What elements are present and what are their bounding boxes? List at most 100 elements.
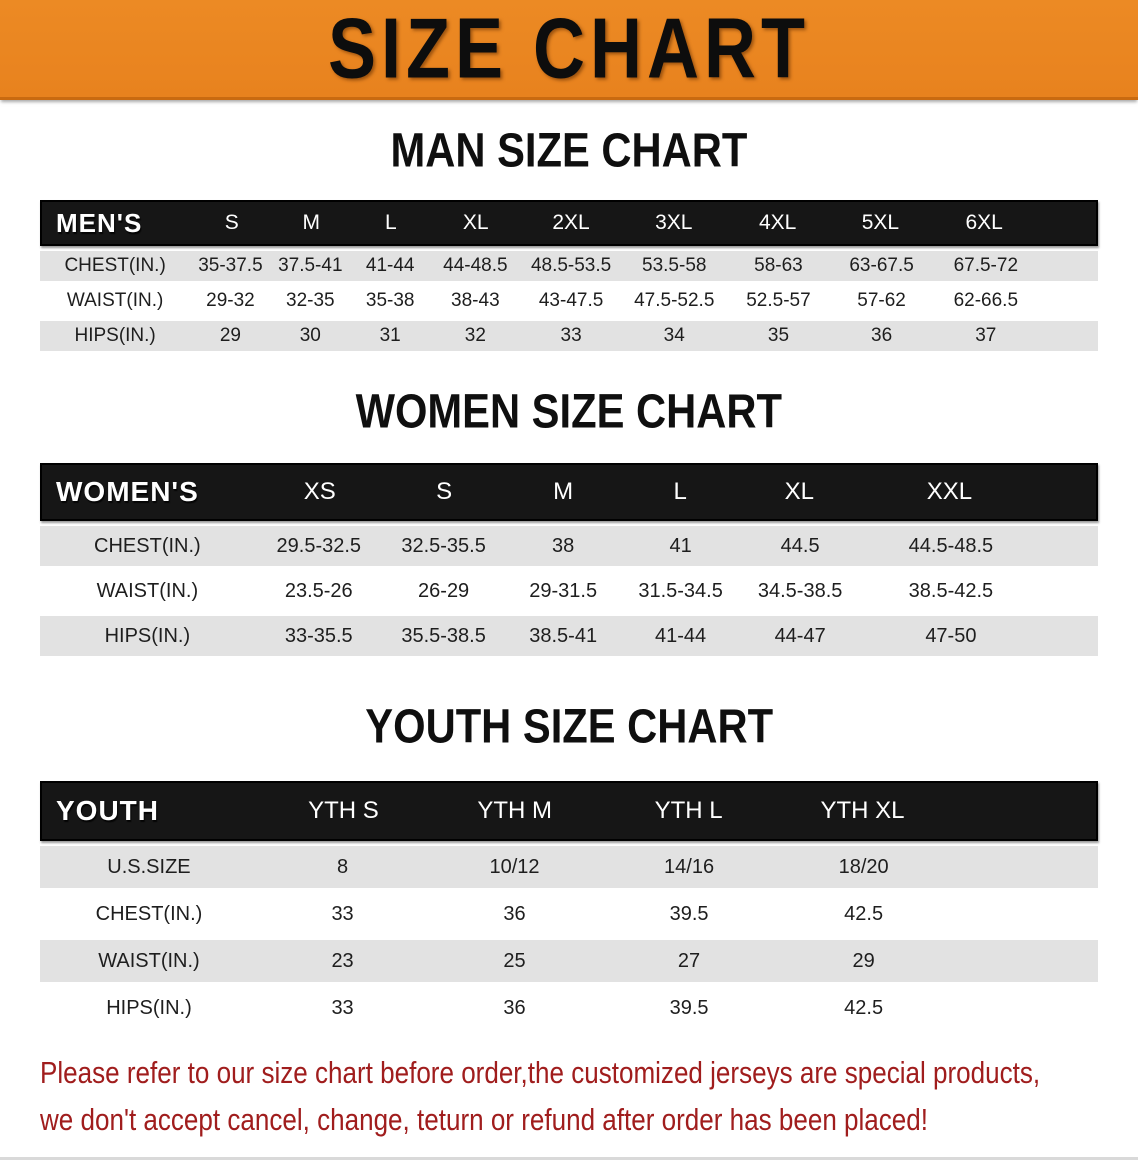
measurement-cell: 48.5-53.5 — [530, 255, 612, 276]
measurement-cell: 23 — [331, 949, 354, 972]
women-section-heading: WOMEN SIZE CHART — [0, 385, 1138, 439]
measurement-cell: 33-35.5 — [284, 624, 353, 647]
measurement-cell: 41-44 — [365, 255, 415, 276]
measurement-cell: 35 — [767, 325, 790, 346]
measurement-cell: 32-35 — [286, 290, 335, 311]
measurement-cell: 43-47.5 — [538, 290, 604, 311]
table-group-label: WOMEN'S — [56, 476, 199, 507]
measurement-cell: 62-66.5 — [953, 290, 1019, 311]
table-header-row: MEN'S S M L XL 2XL 3XL 4XL 5XL 6XL — [40, 200, 1098, 246]
table-header-row: YOUTH YTH S YTH M YTH L YTH XL — [40, 781, 1098, 841]
table-group-label: MEN'S — [56, 207, 143, 238]
measurement-cell: 36 — [503, 996, 526, 1019]
disclaimer-line-1: Please refer to our size chart before or… — [40, 1055, 1041, 1090]
measurement-cell: 29-31.5 — [529, 579, 598, 602]
banner: SIZE CHART — [0, 0, 1138, 100]
size-column-header: S — [436, 478, 453, 505]
measurement-cell: 57-62 — [857, 290, 906, 311]
men-size-chart-section: MAN SIZE CHART MEN'S S M L XL 2XL 3XL 4XL 5XL 6XL… — [0, 127, 1138, 351]
row-label: U.S.SIZE — [107, 855, 191, 878]
measurement-cell: 32 — [464, 325, 486, 346]
measurement-cell: 29 — [852, 949, 875, 972]
size-column-header: L — [673, 478, 687, 505]
size-column-header: 6XL — [965, 211, 1003, 234]
measurement-cell: 26-29 — [418, 579, 470, 602]
measurement-cell: 63-67.5 — [849, 255, 914, 276]
table-row: HIPS(IN.) 33 36 39.5 42.5 — [40, 987, 1098, 1029]
measurement-cell: 31.5-34.5 — [638, 579, 723, 602]
measurement-cell: 44.5-48.5 — [908, 534, 994, 557]
row-label: HIPS(IN.) — [74, 325, 156, 346]
measurement-cell: 44.5 — [780, 534, 820, 557]
measurement-cell: 10/12 — [489, 855, 540, 878]
measurement-cell: 53.5-58 — [642, 255, 707, 276]
measurement-cell: 29.5-32.5 — [276, 534, 362, 557]
measurement-cell: 23.5-26 — [284, 579, 353, 602]
measurement-cell: 29-32 — [206, 290, 255, 311]
women-size-table: WOMEN'S XS S M L XL XXL CHEST(IN.) 29.5-32.5 32.5… — [40, 463, 1098, 656]
measurement-cell: 39.5 — [669, 996, 709, 1019]
youth-section-heading: YOUTH SIZE CHART — [0, 700, 1138, 754]
table-row: U.S.SIZE 8 10/12 14/16 18/20 — [40, 846, 1098, 888]
size-column-header: YTH S — [308, 797, 379, 824]
measurement-cell: 33 — [331, 996, 354, 1019]
measurement-cell: 41 — [669, 534, 692, 557]
size-column-header: M — [302, 211, 321, 234]
size-column-header: XL — [462, 211, 489, 234]
men-size-table: MEN'S S M L XL 2XL 3XL 4XL 5XL 6XL CHEST(IN.) 35-37… — [40, 200, 1098, 351]
youth-size-table: YOUTH YTH S YTH M YTH L YTH XL U.S.SIZE 8 10/12… — [40, 781, 1098, 1029]
table-group-label: YOUTH — [56, 795, 159, 826]
measurement-cell: 36 — [871, 325, 893, 346]
size-column-header: S — [224, 211, 239, 234]
measurement-cell: 35.5-38.5 — [401, 624, 486, 647]
row-label: CHEST(IN.) — [94, 534, 201, 557]
measurement-cell: 33 — [331, 902, 354, 925]
youth-size-chart-section: YOUTH SIZE CHART YOUTH YTH S YTH M YTH L YTH… — [0, 700, 1138, 1029]
size-column-header: 3XL — [655, 211, 693, 234]
measurement-cell: 47.5-52.5 — [634, 290, 715, 311]
measurement-cell: 14/16 — [664, 855, 715, 878]
women-section-heading-text: WOMEN SIZE CHART — [355, 385, 783, 439]
men-section-heading: MAN SIZE CHART — [0, 127, 1138, 175]
measurement-cell: 44-48.5 — [443, 255, 508, 276]
size-column-header: YTH XL — [820, 797, 905, 824]
table-row: HIPS(IN.) 29 30 31 32 33 34 35 36 37 — [40, 321, 1098, 351]
measurement-cell: 52.5-57 — [746, 290, 811, 311]
measurement-cell: 32.5-35.5 — [401, 534, 486, 557]
measurement-cell: 42.5 — [844, 996, 884, 1019]
measurement-cell: 42.5 — [844, 902, 884, 925]
measurement-cell: 35-38 — [365, 290, 415, 311]
row-label: CHEST(IN.) — [95, 902, 203, 925]
size-column-header: 4XL — [758, 211, 797, 234]
table-row: WAIST(IN.) 23 25 27 29 — [40, 940, 1098, 982]
size-column-header: XL — [784, 478, 814, 505]
table-header-row: WOMEN'S XS S M L XL XXL — [40, 463, 1098, 521]
measurement-cell: 34 — [663, 325, 685, 346]
youth-section-heading-text: YOUTH SIZE CHART — [365, 700, 773, 754]
row-label: WAIST(IN.) — [98, 949, 200, 972]
measurement-cell: 8 — [337, 855, 349, 878]
measurement-cell: 37.5-41 — [278, 255, 343, 276]
size-column-header: 2XL — [552, 211, 590, 234]
measurement-cell: 38-43 — [451, 290, 500, 311]
measurement-cell: 39.5 — [669, 902, 709, 925]
table-row: CHEST(IN.) 33 36 39.5 42.5 — [40, 893, 1098, 935]
row-label: WAIST(IN.) — [96, 579, 199, 602]
size-column-header: M — [553, 478, 574, 505]
table-row: HIPS(IN.) 33-35.5 35.5-38.5 38.5-41 41-44 44-… — [40, 616, 1098, 656]
measurement-cell: 67.5-72 — [953, 255, 1019, 276]
banner-title: SIZE CHART — [328, 1, 810, 96]
size-column-header: 5XL — [861, 211, 900, 234]
measurement-cell: 38.5-42.5 — [908, 579, 994, 602]
row-label: CHEST(IN.) — [64, 255, 166, 276]
table-row: WAIST(IN.) 29-32 32-35 35-38 38-43 43-47.5 47.… — [40, 286, 1098, 316]
measurement-cell: 37 — [975, 325, 997, 346]
women-size-chart-section: WOMEN SIZE CHART WOMEN'S XS S M L XL XXL CHEST(… — [0, 385, 1138, 656]
table-row: WAIST(IN.) 23.5-26 26-29 29-31.5 31.5-34.5 34… — [40, 571, 1098, 611]
size-column-header: XXL — [926, 478, 973, 505]
size-column-header: YTH M — [477, 797, 553, 824]
row-label: HIPS(IN.) — [104, 624, 191, 647]
measurement-cell: 58-63 — [754, 255, 803, 276]
measurement-cell: 25 — [503, 949, 526, 972]
